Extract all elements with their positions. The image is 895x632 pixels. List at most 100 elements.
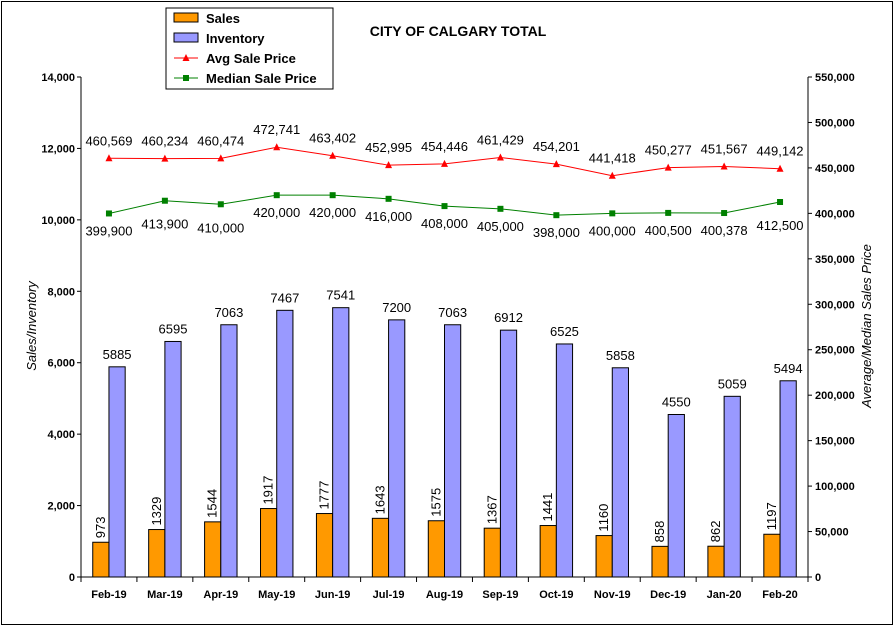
inventory-bar: [611, 367, 629, 578]
avg-price-marker: [496, 153, 504, 161]
inventory-bar: [499, 329, 518, 578]
right-tick-label: 100,000: [815, 481, 855, 493]
right-tick-label: 50,000: [815, 527, 849, 539]
legend-label: Avg Sale Price: [206, 51, 296, 66]
left-tick-label: 14,000: [41, 72, 75, 84]
avg-price-data-label: 472,741: [253, 122, 300, 137]
legend-swatch-sales: [173, 12, 199, 23]
avg-price-data-label: 460,234: [141, 134, 188, 149]
left-tick-label: 6,000: [47, 358, 75, 370]
x-tick-label: Jul-19: [373, 589, 405, 601]
avg-price-data-label: 451,567: [701, 141, 748, 156]
median-price-data-label: 420,000: [253, 205, 300, 220]
left-tick-label: 8,000: [47, 286, 75, 298]
median-price-data-label: 420,000: [309, 205, 356, 220]
inventory-bar: [332, 307, 350, 578]
avg-price-data-label: 449,142: [757, 144, 804, 159]
sales-data-label: 1441: [540, 493, 555, 522]
x-tick-label: Apr-19: [203, 589, 238, 601]
avg-price-marker: [329, 151, 337, 159]
inventory-bar: [276, 309, 294, 578]
x-tick-label: Mar-19: [147, 589, 182, 601]
right-tick-label: 550,000: [815, 72, 855, 84]
x-tick-label: Oct-19: [539, 589, 573, 601]
inventory-data-label: 7063: [214, 305, 243, 320]
right-tick-label: 400,000: [815, 208, 855, 220]
legend-label: Median Sale Price: [206, 71, 317, 86]
inventory-bar: [667, 414, 685, 578]
right-tick-label: 500,000: [815, 117, 855, 129]
avg-price-data-label: 454,201: [533, 139, 580, 154]
sales-data-label: 1575: [428, 488, 443, 517]
avg-price-marker: [552, 160, 560, 168]
x-tick-label: May-19: [258, 589, 295, 601]
sales-bar: [763, 533, 781, 578]
sales-bar: [595, 535, 613, 578]
median-price-data-label: 413,900: [141, 217, 188, 232]
sales-bar: [539, 525, 557, 578]
avg-price-marker: [385, 161, 393, 169]
sales-data-label: 1367: [484, 495, 499, 524]
inventory-bar: [164, 340, 182, 578]
median-price-marker: [217, 201, 224, 208]
median-price-data-label: 410,000: [197, 220, 244, 235]
avg-price-data-label: 461,429: [477, 133, 524, 148]
sales-bar: [371, 517, 390, 578]
inventory-data-label: 4550: [662, 395, 691, 410]
sales-bar: [92, 541, 110, 578]
legend-marker-median-price: [183, 75, 189, 81]
right-tick-label: 350,000: [815, 254, 855, 266]
avg-price-marker: [776, 164, 784, 172]
legend-marker-avg-price: [182, 54, 190, 61]
sales-data-label: 1197: [764, 502, 779, 530]
avg-price-marker: [105, 154, 113, 162]
left-tick-label: 12,000: [41, 143, 75, 155]
median-price-marker: [105, 210, 112, 217]
median-price-marker: [385, 195, 392, 202]
median-price-marker: [553, 212, 560, 219]
avg-price-marker: [273, 143, 281, 151]
sales-data-label: 862: [708, 521, 723, 543]
median-price-marker: [665, 209, 672, 216]
median-price-marker: [497, 205, 504, 212]
inventory-data-label: 7467: [270, 290, 299, 305]
sales-data-label: 1544: [205, 489, 220, 518]
inventory-bar: [444, 324, 462, 578]
right-tick-label: 300,000: [815, 299, 855, 311]
inventory-bar: [220, 324, 238, 578]
sales-data-label: 1917: [261, 476, 276, 505]
median-price-marker: [721, 210, 728, 217]
avg-price-marker: [664, 163, 672, 171]
legend-label: Inventory: [206, 31, 265, 46]
inventory-data-label: 5059: [718, 376, 747, 391]
avg-price-marker: [608, 171, 616, 179]
x-tick-label: Sep-19: [482, 589, 518, 601]
x-tick-label: Feb-20: [762, 589, 797, 601]
sales-data-label: 858: [652, 521, 667, 543]
legend-label: Sales: [206, 11, 240, 26]
x-tick-label: Aug-19: [426, 589, 463, 601]
inventory-data-label: 7200: [382, 300, 411, 315]
left-axis-label: Sales/Inventory: [24, 280, 39, 371]
x-tick-label: Feb-19: [91, 589, 126, 601]
median-price-data-label: 400,378: [701, 223, 748, 238]
right-tick-label: 150,000: [815, 436, 855, 448]
median-price-marker: [161, 197, 168, 204]
median-price-data-label: 400,500: [645, 223, 692, 238]
x-tick-label: Nov-19: [594, 589, 631, 601]
legend: Sales Inventory Avg Sale Price Median Sale …: [165, 7, 334, 90]
median-price-marker: [777, 199, 784, 205]
inventory-data-label: 6912: [494, 310, 523, 325]
avg-price-data-label: 463,402: [309, 131, 356, 146]
inventory-data-label: 6525: [550, 324, 579, 339]
avg-price-data-label: 454,446: [421, 139, 468, 154]
inventory-bar: [388, 319, 406, 578]
sales-bar: [260, 508, 278, 578]
median-price-marker: [273, 192, 280, 199]
legend-swatch-inventory: [173, 32, 199, 43]
sales-bar: [483, 527, 501, 578]
avg-price-data-label: 460,569: [85, 133, 132, 148]
median-price-data-label: 405,000: [477, 219, 524, 234]
avg-price-data-label: 460,474: [197, 133, 244, 148]
